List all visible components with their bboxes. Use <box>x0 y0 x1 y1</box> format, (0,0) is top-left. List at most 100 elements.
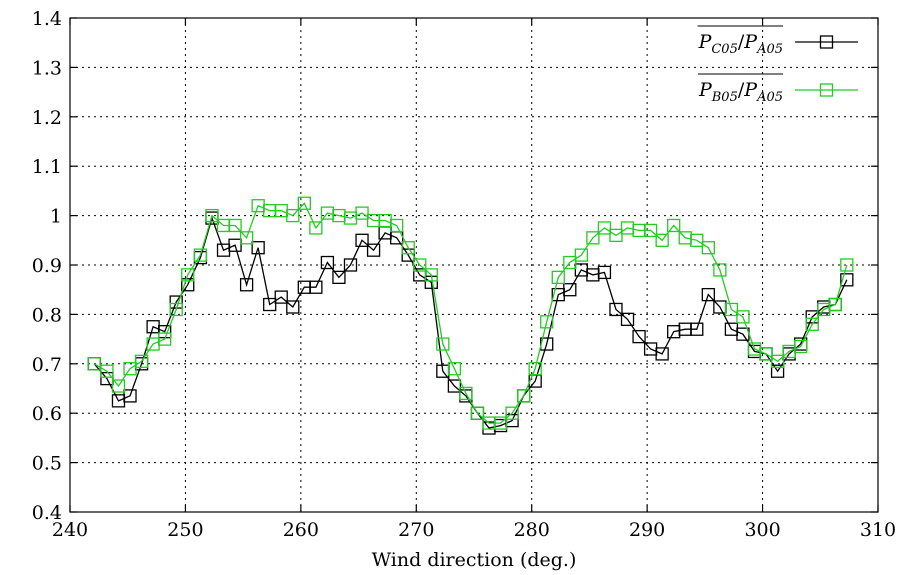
data-point <box>609 228 623 243</box>
y-tick-label: 0.5 <box>32 453 62 475</box>
data-point <box>540 315 554 329</box>
data-point <box>274 290 288 304</box>
data-point <box>493 416 508 430</box>
data-point <box>355 206 369 220</box>
data-point <box>193 248 208 262</box>
data-point <box>100 364 114 378</box>
data-point <box>263 297 277 312</box>
data-point <box>470 406 485 420</box>
series-layer <box>87 196 854 435</box>
x-tick-label: 300 <box>744 519 780 541</box>
data-point <box>609 302 623 317</box>
data-point <box>228 238 242 252</box>
x-tick-label: 290 <box>629 519 665 541</box>
legend: PC05/PA05 PB05/PA05 <box>697 25 858 105</box>
data-point <box>597 221 612 235</box>
data-point <box>401 248 415 262</box>
data-point <box>620 312 635 326</box>
data-point <box>447 379 462 393</box>
data-point <box>574 248 588 262</box>
y-tick-label: 1.1 <box>32 156 62 178</box>
data-point <box>736 310 750 324</box>
y-tick-label: 0.7 <box>32 354 62 376</box>
data-point <box>563 255 577 270</box>
y-tick-label: 1.2 <box>32 107 62 129</box>
data-point <box>286 208 300 223</box>
data-point <box>655 347 669 361</box>
data-point <box>713 263 727 277</box>
x-tick-label: 260 <box>283 519 319 541</box>
data-point <box>239 278 254 292</box>
data-point <box>158 332 172 346</box>
data-point <box>134 354 149 368</box>
y-axis-ticks: 0.4 0.5 0.6 0.7 0.8 0.9 1 1.1 1.2 1.3 1.4 <box>32 8 878 524</box>
data-point <box>205 208 219 223</box>
data-point <box>87 357 101 371</box>
data-point <box>805 317 819 331</box>
y-tick-label: 0.4 <box>32 502 62 524</box>
data-point <box>111 379 126 393</box>
data-point <box>309 280 323 294</box>
data-point <box>597 265 612 280</box>
data-point <box>701 287 715 302</box>
legend-label: PB05/PA05 <box>698 79 783 105</box>
data-point <box>309 221 323 235</box>
data-point <box>840 258 854 272</box>
x-tick-label: 280 <box>514 519 550 541</box>
y-tick-label: 1.3 <box>32 57 62 79</box>
data-point <box>643 223 658 238</box>
data-point <box>655 233 669 247</box>
data-point <box>724 302 739 317</box>
data-point <box>239 231 254 245</box>
y-tick-label: 1.4 <box>32 8 62 30</box>
data-point <box>413 258 427 272</box>
data-point <box>459 386 473 401</box>
data-point <box>770 354 785 368</box>
data-point <box>840 273 854 287</box>
legend-entry-2: PB05/PA05 <box>697 73 858 105</box>
data-point <box>505 406 519 420</box>
x-tick-label: 310 <box>860 519 896 541</box>
data-point <box>667 218 681 233</box>
data-point <box>632 329 646 344</box>
data-point <box>770 364 785 378</box>
data-point <box>690 233 704 247</box>
data-point <box>401 241 415 255</box>
y-tick-label: 1 <box>50 206 62 228</box>
data-point <box>251 241 265 255</box>
data-point <box>424 268 438 282</box>
y-tick-label: 0.6 <box>32 403 62 425</box>
data-point <box>123 362 137 376</box>
data-point <box>701 241 715 255</box>
legend-label: PC05/PA05 <box>698 31 783 57</box>
data-point <box>228 218 242 233</box>
data-point <box>447 362 462 376</box>
data-point <box>528 362 542 376</box>
data-point <box>320 255 335 270</box>
x-tick-label: 270 <box>398 519 434 541</box>
data-point <box>332 270 346 285</box>
data-point <box>297 196 311 210</box>
data-point <box>516 389 531 403</box>
data-point <box>355 233 369 247</box>
x-axis-title: Wind direction (deg.) <box>372 549 577 571</box>
x-tick-label: 240 <box>52 519 88 541</box>
data-point <box>551 270 565 285</box>
data-point <box>181 268 195 282</box>
legend-marker <box>819 35 834 49</box>
legend-marker <box>819 83 834 97</box>
grid <box>70 18 878 512</box>
data-point <box>181 278 195 292</box>
data-point <box>343 258 358 272</box>
legend-entry-1: PC05/PA05 <box>697 25 858 57</box>
series-2 <box>87 196 854 430</box>
data-point <box>563 283 577 297</box>
data-point <box>586 231 600 245</box>
data-point <box>286 300 300 314</box>
plot-frame <box>69 17 879 513</box>
data-point <box>828 297 842 312</box>
data-point <box>123 389 137 403</box>
y-tick-label: 0.8 <box>32 304 62 326</box>
data-point <box>759 347 773 361</box>
